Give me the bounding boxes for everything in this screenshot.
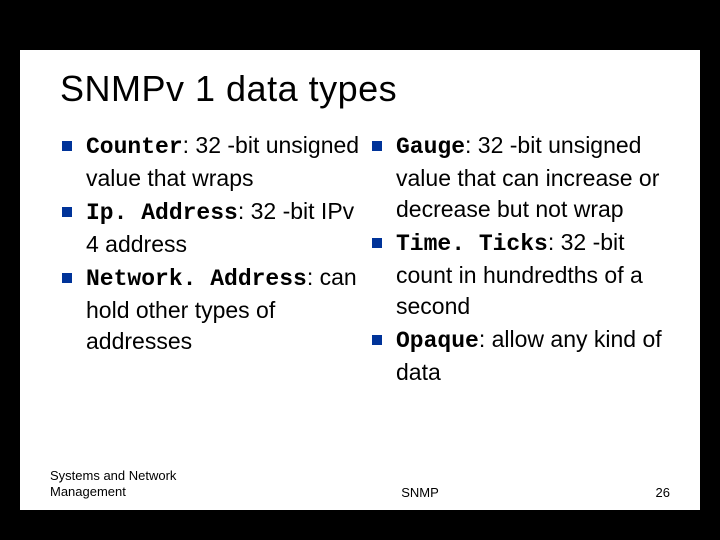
list-item: Gauge: 32 -bit unsigned value that can i… — [370, 130, 670, 225]
term: Gauge — [396, 134, 465, 160]
term: Ip. Address — [86, 200, 238, 226]
content-columns: Counter: 32 -bit unsigned value that wra… — [60, 130, 670, 390]
list-item: Opaque: allow any kind of data — [370, 324, 670, 388]
bullet-icon — [372, 335, 382, 345]
list-item: Time. Ticks: 32 -bit count in hundredths… — [370, 227, 670, 322]
bullet-icon — [62, 207, 72, 217]
term: Time. Ticks — [396, 231, 548, 257]
bullet-icon — [372, 238, 382, 248]
footer-center: SNMP — [230, 485, 610, 500]
list-item: Network. Address: can hold other types o… — [60, 262, 360, 357]
bullet-icon — [62, 273, 72, 283]
bullet-icon — [372, 141, 382, 151]
list-item: Counter: 32 -bit unsigned value that wra… — [60, 130, 360, 194]
term: Network. Address — [86, 266, 307, 292]
page-number: 26 — [610, 485, 670, 500]
list-item: Ip. Address: 32 -bit IPv 4 address — [60, 196, 360, 260]
left-column: Counter: 32 -bit unsigned value that wra… — [60, 130, 360, 390]
slide: SNMPv 1 data types Counter: 32 -bit unsi… — [20, 50, 700, 510]
footer-left: Systems and Network Management — [50, 468, 230, 501]
right-list: Gauge: 32 -bit unsigned value that can i… — [370, 130, 670, 388]
term: Counter — [86, 134, 183, 160]
slide-title: SNMPv 1 data types — [60, 68, 397, 110]
left-list: Counter: 32 -bit unsigned value that wra… — [60, 130, 360, 357]
slide-footer: Systems and Network Management SNMP 26 — [50, 468, 670, 501]
bullet-icon — [62, 141, 72, 151]
right-column: Gauge: 32 -bit unsigned value that can i… — [370, 130, 670, 390]
term: Opaque — [396, 328, 479, 354]
